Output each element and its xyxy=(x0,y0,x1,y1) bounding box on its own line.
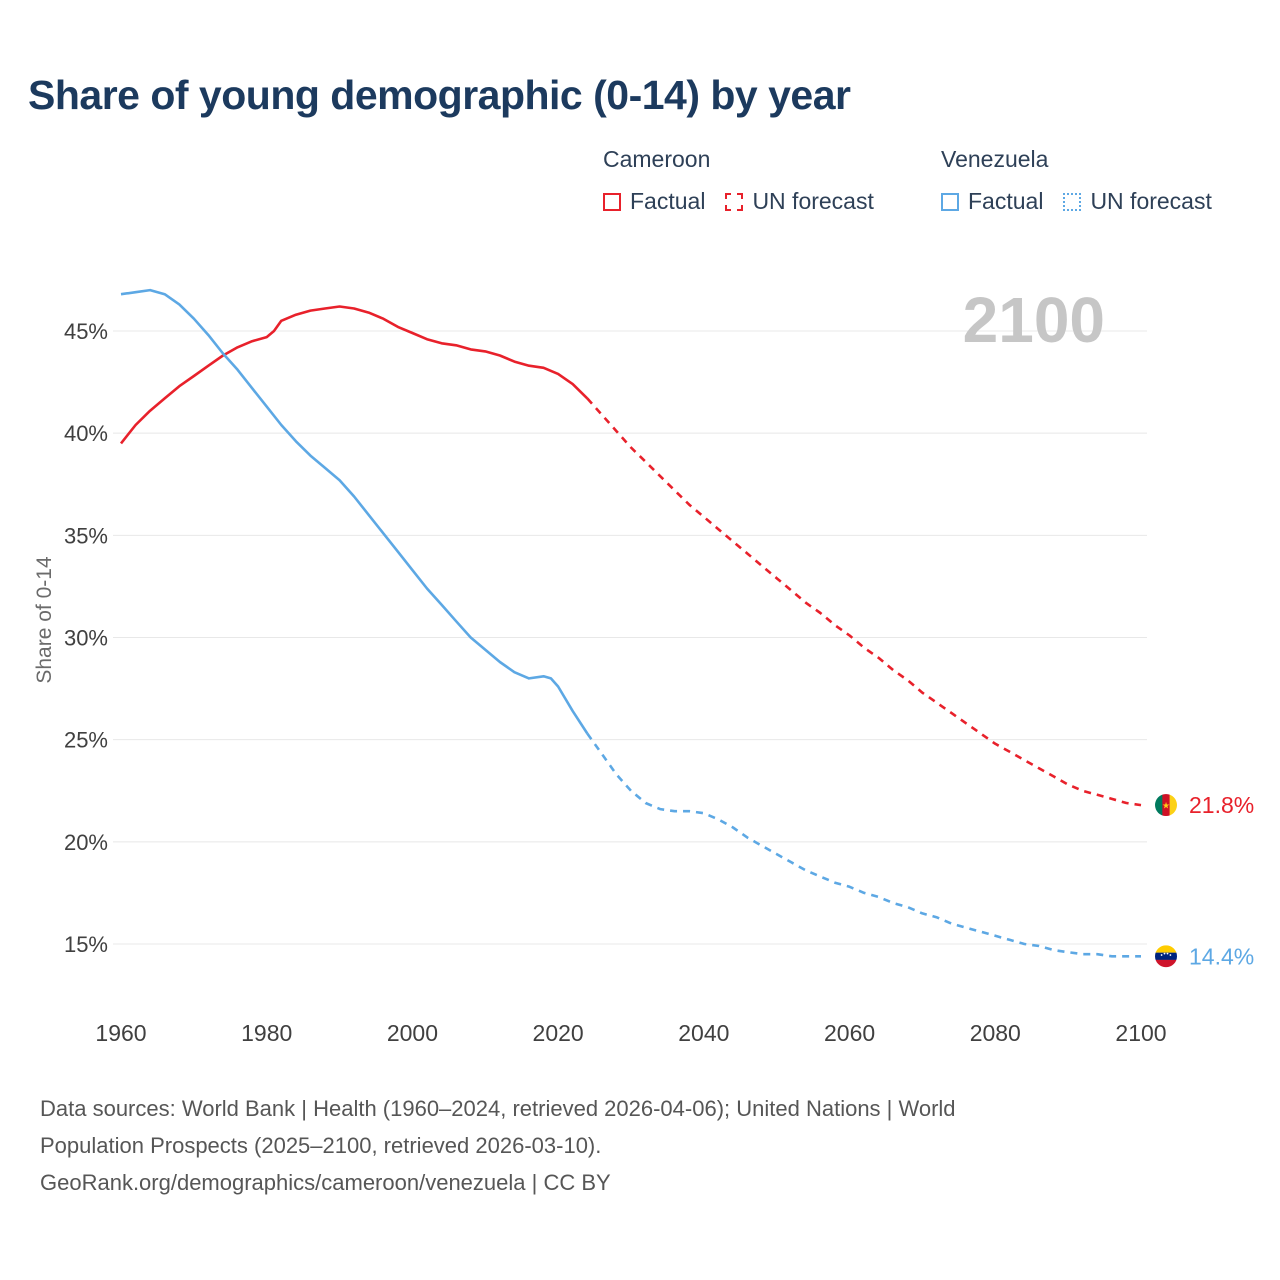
y-tick-label: 20% xyxy=(64,830,108,855)
legend-item-venezuela-forecast[interactable]: UN forecast xyxy=(1063,188,1212,215)
y-tick-label: 35% xyxy=(64,523,108,548)
x-tick-label: 2040 xyxy=(678,1020,729,1046)
x-tick-label: 1960 xyxy=(95,1020,146,1046)
venezuela-forecast-swatch-icon xyxy=(1063,192,1082,211)
footer-line-sources: Data sources: World Bank | Health (1960–… xyxy=(40,1096,956,1121)
end-value-label-venezuela-forecast: 14.4% xyxy=(1189,943,1254,969)
legend-country-label-venezuela: Venezuela xyxy=(941,146,1049,172)
y-axis-title: Share of 0-14 xyxy=(33,556,56,684)
y-tick-label: 45% xyxy=(64,319,108,344)
venezuela-flag-icon xyxy=(1155,945,1177,968)
y-tick-label: 30% xyxy=(64,626,108,651)
x-tick-label: 2080 xyxy=(970,1020,1021,1046)
end-value-label-cameroon-forecast: 21.8% xyxy=(1189,792,1254,818)
x-tick-label: 2100 xyxy=(1115,1020,1166,1046)
footer: Data sources: World Bank | Health (1960–… xyxy=(40,1090,956,1201)
legend-item-label: Factual xyxy=(630,188,706,214)
series-line-venezuela-forecast xyxy=(586,732,1141,958)
end-year-watermark: 2100 xyxy=(962,284,1105,356)
legend-item-cameroon-factual[interactable]: Factual xyxy=(603,188,705,215)
cameroon-factual-swatch-icon xyxy=(603,192,621,211)
svg-text:★: ★ xyxy=(1162,801,1170,811)
legend-group-cameroon: Cameroon Factual UN forecast xyxy=(603,146,874,215)
series-line-cameroon-forecast xyxy=(586,397,1142,807)
y-tick-label: 25% xyxy=(64,728,108,753)
footer-line-sources-2: Population Prospects (2025–2100, retriev… xyxy=(40,1133,602,1158)
x-tick-label: 2000 xyxy=(387,1020,438,1046)
legend-item-cameroon-forecast[interactable]: UN forecast xyxy=(725,188,874,215)
legend-item-label: Factual xyxy=(968,188,1044,214)
legend-country-label-cameroon: Cameroon xyxy=(603,146,711,172)
cameroon-forecast-swatch-icon xyxy=(725,192,744,211)
y-tick-label: 40% xyxy=(64,421,108,446)
cameroon-flag-icon: ★ xyxy=(1155,794,1177,817)
x-tick-label: 1980 xyxy=(241,1020,292,1046)
legend-item-label: UN forecast xyxy=(752,188,874,214)
series-line-cameroon-factual xyxy=(119,305,589,445)
legend-group-venezuela: Venezuela Factual UN forecast xyxy=(941,146,1212,215)
footer-line-attribution: GeoRank.org/demographics/cameroon/venezu… xyxy=(40,1170,611,1195)
x-tick-label: 2060 xyxy=(824,1020,875,1046)
page-title: Share of young demographic (0-14) by yea… xyxy=(28,72,851,118)
venezuela-factual-swatch-icon xyxy=(941,192,959,211)
legend-item-venezuela-factual[interactable]: Factual xyxy=(941,188,1043,215)
y-tick-label: 15% xyxy=(64,932,108,957)
series-line-venezuela-factual xyxy=(120,288,589,735)
legend-item-label: UN forecast xyxy=(1090,188,1212,214)
x-tick-label: 2020 xyxy=(533,1020,584,1046)
